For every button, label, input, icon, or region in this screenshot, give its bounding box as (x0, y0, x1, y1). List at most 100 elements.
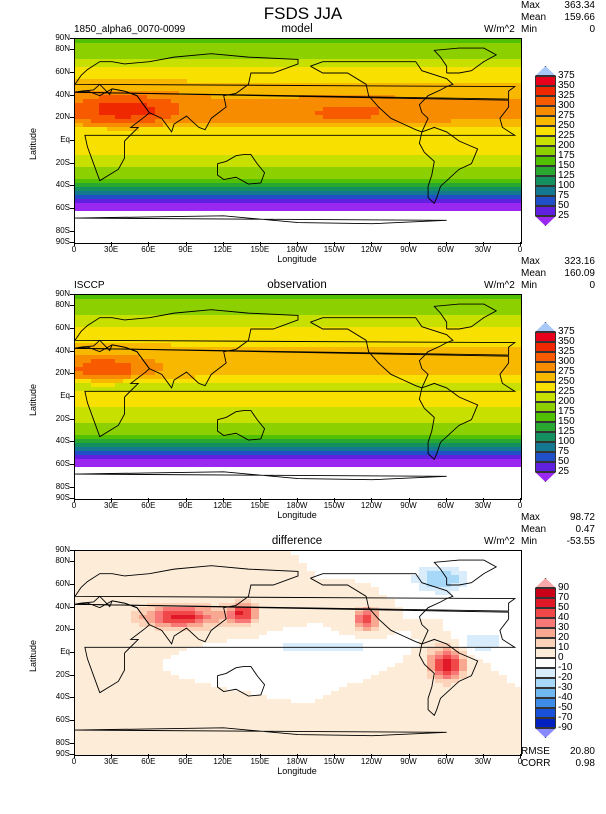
coastline (217, 410, 266, 441)
x-tick (445, 498, 447, 502)
x-tick (74, 498, 75, 502)
x-tick (185, 754, 187, 758)
colorbar-segment (535, 402, 556, 412)
x-tick-label: 30W (474, 501, 492, 510)
coastline (75, 727, 447, 737)
y-tick-label: 40N (55, 89, 70, 99)
coastline (418, 126, 479, 205)
colorbar-segment (535, 362, 556, 372)
y-tick-label: 80S (55, 225, 70, 235)
x-tick-label: 60E (141, 501, 156, 510)
x-tick-label: 150E (250, 245, 270, 254)
x-tick (185, 498, 187, 502)
y-tick (70, 418, 74, 420)
y-tick (70, 230, 74, 232)
min-value: 0 (589, 280, 595, 291)
colorbar-label: 200 (558, 140, 575, 151)
y-tick (70, 242, 74, 243)
x-axis-label: Longitude (277, 510, 317, 520)
coastline (310, 573, 454, 645)
colorbar-segment (535, 608, 556, 618)
y-tick-label: 40S (55, 436, 70, 446)
colorbar-label: 250 (558, 120, 575, 131)
x-tick-label: 0 (517, 501, 523, 510)
colorbar-label: 125 (558, 170, 575, 181)
y-tick-label: 90N (55, 33, 70, 42)
x-tick (408, 498, 410, 502)
colorbar-label: 100 (558, 180, 575, 191)
y-tick-label: Eq (60, 135, 70, 144)
x-tick-label: 0 (71, 245, 77, 254)
colorbar-label: 225 (558, 130, 575, 141)
coastline (75, 344, 517, 438)
colorbar-label: 300 (558, 100, 575, 111)
colorbar-segment (535, 76, 556, 86)
y-tick-label: 60N (55, 579, 70, 588)
colorbar-segment (535, 648, 556, 658)
colorbar-segment (535, 342, 556, 352)
colorbar-label: -20 (558, 672, 573, 683)
y-tick (70, 561, 74, 563)
coastline (75, 600, 517, 694)
coastline (217, 666, 266, 697)
y-tick-label: 90N (55, 545, 70, 554)
field-difference (75, 551, 521, 755)
y-tick-label: 20S (55, 413, 70, 423)
y-tick-label: 60N (55, 323, 70, 332)
colorbar-segment (535, 332, 556, 342)
y-tick (70, 584, 74, 585)
colorbar-label: 175 (558, 150, 575, 161)
colorbar-label: 275 (558, 366, 575, 377)
colorbar-segment (535, 156, 556, 166)
colorbar-label: -70 (558, 712, 573, 723)
max-value: 98.72 (569, 512, 595, 523)
x-tick (259, 754, 261, 758)
x-tick-label: 120E (213, 501, 232, 510)
colorbar-segment (535, 126, 556, 136)
colorbar-segment (535, 96, 556, 106)
map-observation (74, 294, 522, 500)
x-tick-label: 150W (323, 501, 345, 510)
x-tick (222, 754, 224, 758)
colorbar-segment (535, 146, 556, 156)
y-tick-label: 20S (55, 157, 70, 167)
colorbar-label: 250 (558, 376, 575, 387)
units-label: W/m^2 (484, 280, 515, 291)
x-tick (111, 498, 113, 502)
case-label: 1850_alpha6_0070-0099 (74, 24, 186, 35)
coastline (75, 565, 517, 645)
y-tick-label: 80S (55, 737, 70, 747)
mean-value: 160.09 (564, 268, 595, 279)
colorbar-segment (535, 422, 556, 432)
coastline (310, 317, 454, 389)
y-tick-label: 40N (55, 345, 70, 355)
colorbar-overflow-top (535, 66, 556, 76)
colorbar-label: 300 (558, 356, 575, 367)
x-tick (259, 242, 261, 246)
y-tick-label: 20N (55, 624, 70, 634)
colorbar-segment (535, 708, 556, 718)
x-tick (445, 754, 447, 758)
y-tick-label: 90N (55, 289, 70, 298)
colorbar-segment (535, 598, 556, 608)
x-tick (74, 754, 75, 758)
colorbar-segment (535, 196, 556, 206)
x-tick-label: 90W (400, 757, 417, 766)
colorbar-overflow-top (535, 322, 556, 332)
x-axis-label: Longitude (277, 766, 317, 776)
y-tick (70, 328, 74, 329)
x-tick-label: 0 (517, 757, 523, 766)
colorbar-label: 75 (558, 446, 570, 457)
y-tick (70, 162, 74, 164)
colorbar-overflow-bottom (535, 728, 556, 738)
colorbar-segment (535, 166, 556, 176)
y-tick-label: 80N (55, 556, 70, 566)
min-label: Min (521, 24, 538, 35)
x-tick-label: 150E (250, 501, 270, 510)
x-tick-label: 180W (286, 757, 308, 766)
x-tick (334, 754, 336, 758)
y-tick-label: 20N (55, 368, 70, 378)
x-tick-label: 30W (474, 245, 492, 254)
x-tick (371, 754, 373, 758)
y-tick (70, 185, 74, 187)
